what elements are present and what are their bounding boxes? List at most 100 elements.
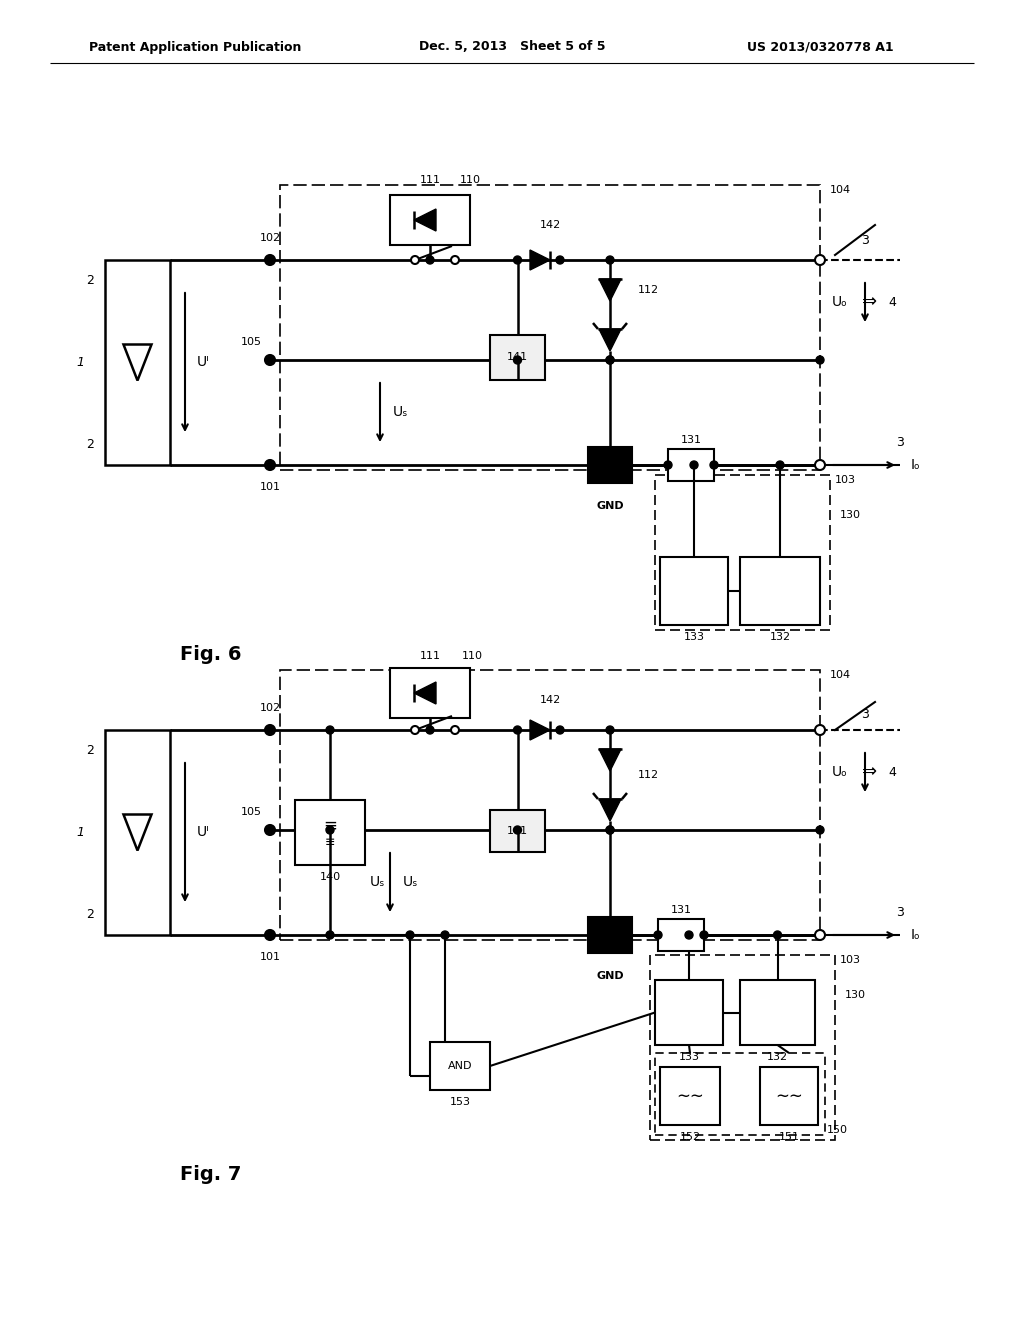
- Bar: [588, 917, 632, 953]
- Bar: [760, 1067, 818, 1125]
- Text: 105: 105: [241, 807, 262, 817]
- Circle shape: [816, 356, 824, 364]
- Text: 101: 101: [259, 482, 281, 492]
- Bar: [658, 919, 705, 950]
- Text: 2: 2: [86, 743, 94, 756]
- Bar: [660, 557, 728, 624]
- Text: Iₒ: Iₒ: [910, 458, 920, 473]
- Bar: [490, 335, 545, 380]
- Text: 1: 1: [76, 826, 84, 840]
- Text: GND: GND: [596, 972, 624, 981]
- Circle shape: [816, 826, 824, 834]
- Text: ⇒: ⇒: [862, 293, 878, 312]
- Bar: [660, 1067, 720, 1125]
- Circle shape: [326, 931, 334, 939]
- Polygon shape: [599, 748, 621, 771]
- Polygon shape: [599, 799, 621, 821]
- Text: 131: 131: [681, 436, 701, 445]
- Bar: [655, 979, 723, 1045]
- Circle shape: [441, 931, 449, 939]
- Bar: [105, 260, 170, 465]
- Circle shape: [426, 726, 434, 734]
- Text: 130: 130: [845, 990, 866, 1001]
- Polygon shape: [599, 329, 621, 351]
- Circle shape: [536, 256, 544, 264]
- Text: Uᴵ: Uᴵ: [197, 825, 209, 840]
- Text: Iₒ: Iₒ: [910, 928, 920, 942]
- Polygon shape: [414, 682, 436, 704]
- Circle shape: [266, 726, 274, 734]
- Text: 105: 105: [241, 337, 262, 347]
- Circle shape: [265, 931, 275, 940]
- Circle shape: [513, 356, 521, 364]
- Circle shape: [513, 726, 521, 734]
- Circle shape: [266, 826, 274, 834]
- Text: 4: 4: [888, 766, 896, 779]
- Text: ⇒: ⇒: [862, 763, 878, 781]
- Text: Uᴵ: Uᴵ: [197, 355, 209, 370]
- Bar: [430, 1041, 490, 1090]
- Circle shape: [654, 931, 662, 939]
- Bar: [490, 810, 545, 851]
- Polygon shape: [414, 209, 436, 231]
- Text: 140: 140: [319, 873, 341, 882]
- Circle shape: [266, 356, 274, 364]
- Circle shape: [326, 826, 334, 834]
- Circle shape: [513, 826, 521, 834]
- Text: 130: 130: [840, 510, 861, 520]
- Circle shape: [265, 459, 275, 470]
- Bar: [295, 800, 365, 865]
- Circle shape: [776, 461, 784, 469]
- Text: 104: 104: [830, 185, 851, 195]
- Text: 110: 110: [460, 176, 480, 185]
- Text: US 2013/0320778 A1: US 2013/0320778 A1: [746, 41, 893, 54]
- Text: 2: 2: [86, 908, 94, 921]
- Text: 3: 3: [861, 709, 869, 722]
- Text: AND: AND: [447, 1061, 472, 1071]
- Circle shape: [664, 461, 672, 469]
- Circle shape: [690, 461, 698, 469]
- Text: 132: 132: [767, 1052, 788, 1063]
- Bar: [390, 195, 470, 246]
- Text: 153: 153: [450, 1097, 470, 1107]
- Circle shape: [606, 356, 614, 364]
- Circle shape: [326, 726, 334, 734]
- Text: 142: 142: [540, 696, 560, 705]
- Text: 4: 4: [888, 296, 896, 309]
- Circle shape: [266, 256, 274, 264]
- Text: 103: 103: [835, 475, 856, 484]
- Text: Uₛ: Uₛ: [370, 875, 385, 890]
- Circle shape: [406, 931, 414, 939]
- Circle shape: [606, 726, 614, 734]
- Bar: [740, 979, 815, 1045]
- Circle shape: [700, 931, 708, 939]
- Circle shape: [815, 725, 825, 735]
- Text: Uₛ: Uₛ: [402, 875, 418, 890]
- Circle shape: [606, 826, 614, 834]
- Text: 1: 1: [76, 356, 84, 370]
- Text: 3: 3: [896, 437, 904, 450]
- Circle shape: [265, 355, 275, 366]
- Text: 2: 2: [86, 438, 94, 451]
- Text: 142: 142: [540, 220, 560, 230]
- Text: Dec. 5, 2013   Sheet 5 of 5: Dec. 5, 2013 Sheet 5 of 5: [419, 41, 605, 54]
- Text: ≡: ≡: [325, 836, 335, 849]
- Text: 141: 141: [507, 352, 528, 363]
- Text: Fig. 7: Fig. 7: [180, 1166, 242, 1184]
- Text: 111: 111: [420, 176, 440, 185]
- Circle shape: [606, 826, 614, 834]
- Circle shape: [556, 256, 564, 264]
- Circle shape: [426, 256, 434, 264]
- Circle shape: [266, 931, 274, 939]
- Circle shape: [265, 825, 275, 836]
- Text: GND: GND: [596, 502, 624, 511]
- Text: 131: 131: [671, 906, 691, 915]
- Text: ∼∼: ∼∼: [775, 1086, 803, 1105]
- Circle shape: [411, 256, 419, 264]
- Text: 133: 133: [679, 1052, 699, 1063]
- Circle shape: [513, 256, 521, 264]
- Text: 2: 2: [86, 273, 94, 286]
- Text: Patent Application Publication: Patent Application Publication: [89, 41, 301, 54]
- Text: Fig. 6: Fig. 6: [180, 645, 242, 664]
- Circle shape: [265, 725, 275, 735]
